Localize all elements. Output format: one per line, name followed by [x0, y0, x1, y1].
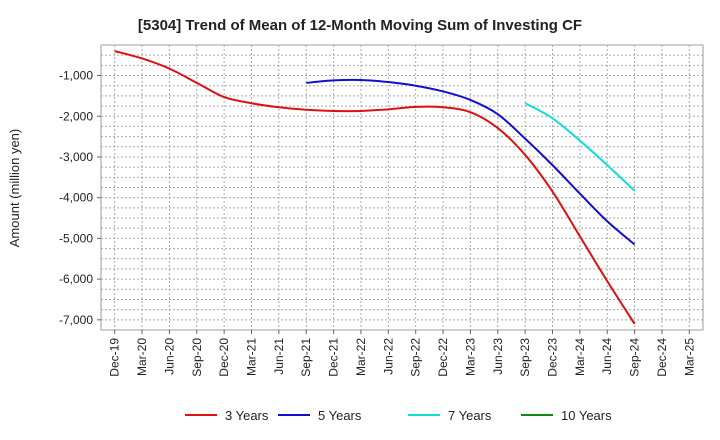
- x-tick-label: Jun-21: [272, 338, 286, 375]
- x-tick-label: Dec-20: [217, 338, 231, 377]
- y-tick-label: -4,000: [59, 191, 93, 205]
- x-tick-label: Mar-20: [135, 338, 149, 376]
- y-axis-label: Amount (million yen): [7, 129, 22, 248]
- x-tick-label: Jun-22: [381, 338, 395, 375]
- x-tick-label: Sep-22: [409, 338, 423, 377]
- grid-lines: [101, 44, 703, 331]
- x-tick-label: Mar-23: [463, 338, 477, 376]
- y-tick-label: -3,000: [59, 150, 93, 164]
- x-tick-label: Dec-23: [546, 338, 560, 377]
- legend-label-3-years: 3 Years: [225, 408, 269, 423]
- y-tick-label: -7,000: [59, 313, 93, 327]
- y-tick-label: -1,000: [59, 69, 93, 83]
- y-tick-label: -5,000: [59, 231, 93, 245]
- x-tick-label: Sep-23: [518, 338, 532, 377]
- x-tick-label: Dec-21: [327, 338, 341, 377]
- legend: 3 Years 5 Years 7 Years 10 Years: [185, 408, 612, 423]
- legend-label-5-years: 5 Years: [318, 408, 362, 423]
- x-tick-label: Jun-23: [491, 338, 505, 375]
- legend-label-10-years: 10 Years: [561, 408, 612, 423]
- x-tick-label: Mar-21: [245, 338, 259, 376]
- x-tick-label: Sep-24: [628, 338, 642, 377]
- x-tick-label: Mar-22: [354, 338, 368, 376]
- series-line-3-years: [114, 50, 636, 325]
- y-tick-label: -2,000: [59, 109, 93, 123]
- chart-title: [5304] Trend of Mean of 12-Month Moving …: [138, 17, 582, 34]
- x-tick-label: Jun-24: [600, 338, 614, 375]
- y-tick-label: -6,000: [59, 272, 93, 286]
- x-tick-label: Mar-25: [682, 338, 696, 376]
- x-axis: Dec-19 Mar-20 Jun-20 Sep-20 Dec-20 Mar-21 Jun-…: [108, 330, 696, 377]
- y-axis: -1,000 -2,000 -3,000 -4,000 -5,000 -6,000 -7,0…: [59, 69, 101, 327]
- series-line-5-years: [306, 78, 636, 246]
- x-tick-label: Jun-20: [162, 338, 176, 375]
- x-tick-label: Dec-19: [108, 338, 122, 377]
- legend-label-7-years: 7 Years: [448, 408, 492, 423]
- series-lines: [114, 50, 636, 325]
- series-line-7-years: [524, 102, 636, 192]
- x-tick-label: Mar-24: [573, 338, 587, 376]
- x-tick-label: Dec-24: [655, 338, 669, 377]
- x-tick-label: Dec-22: [436, 338, 450, 377]
- x-tick-label: Sep-20: [190, 338, 204, 377]
- x-tick-label: Sep-21: [299, 338, 313, 377]
